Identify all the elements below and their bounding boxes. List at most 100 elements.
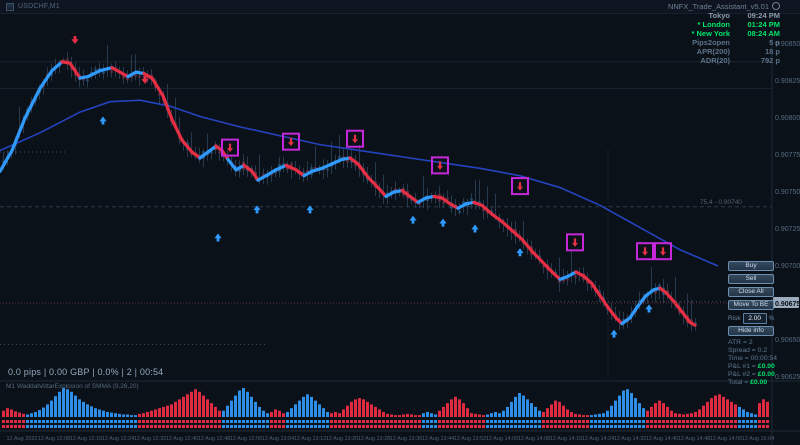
stat-row-apr: APR(200) 18 p	[696, 47, 780, 56]
svg-text:12 Aug 14:00: 12 Aug 14:00	[486, 436, 518, 442]
down-arrow-icon	[642, 247, 648, 256]
svg-text:0.90650: 0.90650	[775, 337, 800, 344]
up-arrow-icon	[306, 205, 314, 214]
current-price-badge	[773, 297, 799, 308]
sell-button[interactable]: Sell	[728, 274, 774, 284]
up-arrow-icon	[99, 116, 107, 125]
up-arrow-icon	[610, 329, 618, 338]
signal-box	[431, 156, 449, 175]
symbol-timeframe-label: USDCHF,M1	[18, 3, 60, 10]
svg-text:12 Aug 12:24: 12 Aug 12:24	[102, 436, 134, 442]
indicator-pane-label: M1 WaddahAttarExplosion of SMMA (9,26,20…	[6, 383, 139, 390]
signal-box	[511, 177, 529, 196]
session-row-london: * London 01:24 PM	[697, 20, 781, 29]
svg-text:12 Aug 14:32: 12 Aug 14:32	[614, 436, 646, 442]
svg-text:12 Aug 12:16: 12 Aug 12:16	[70, 436, 102, 442]
down-arrow-icon	[71, 36, 79, 44]
stat-row-pips2open: Pips2open 5 p	[692, 38, 780, 47]
sell-signal-boxes	[221, 129, 672, 261]
svg-text:12 Aug 12:56: 12 Aug 12:56	[230, 436, 262, 442]
svg-text:0.90700: 0.90700	[775, 263, 800, 270]
signal-box	[346, 129, 364, 148]
svg-text:0.90850: 0.90850	[775, 41, 800, 48]
risk-input[interactable]	[742, 312, 767, 324]
pnl-total-stat: Total = £0.00	[728, 379, 768, 386]
svg-text:12 Aug 14:24: 12 Aug 14:24	[582, 436, 614, 442]
svg-text:0.90800: 0.90800	[775, 115, 800, 122]
svg-text:12 Aug 13:44: 12 Aug 13:44	[422, 436, 454, 442]
svg-text:12 Aug 14:48: 12 Aug 14:48	[678, 436, 710, 442]
svg-text:12 Aug 15:04: 12 Aug 15:04	[742, 436, 774, 442]
risk-row: Risk %	[728, 312, 775, 324]
stat-row-adr: ADR(20) 792 p	[700, 56, 780, 65]
svg-text:12 Aug 13:28: 12 Aug 13:28	[358, 436, 390, 442]
move-to-be-button[interactable]: Move To BE	[728, 300, 774, 310]
down-arrow-icon	[437, 161, 443, 170]
session-row-tokyo: Tokyo 09:24 PM	[708, 11, 780, 20]
svg-text:12 Aug 14:40: 12 Aug 14:40	[646, 436, 678, 442]
level-label: 75.4 - 0.90740	[700, 199, 742, 206]
clock-icon	[772, 2, 780, 10]
svg-text:12 Aug 12:32: 12 Aug 12:32	[134, 436, 166, 442]
svg-text:12 Aug 12:08: 12 Aug 12:08	[38, 436, 70, 442]
risk-unit-label: %	[768, 314, 775, 322]
svg-text:12 Aug 13:12: 12 Aug 13:12	[294, 436, 326, 442]
svg-text:12 Aug 12:48: 12 Aug 12:48	[198, 436, 230, 442]
up-arrow-icon	[214, 233, 222, 242]
svg-text:0.90675: 0.90675	[775, 301, 800, 308]
down-arrow-icon	[288, 137, 294, 147]
svg-text:12 Aug 14:16: 12 Aug 14:16	[550, 436, 582, 442]
pnl-1-stat: P&L #1 = £0.00	[728, 363, 775, 370]
chart-icon	[6, 2, 14, 11]
position-status-line: 0.0 pips | 0.00 GBP | 0.0% | 2 | 00:54	[8, 367, 164, 377]
svg-text:0.90725: 0.90725	[775, 226, 800, 233]
signal-box	[654, 242, 672, 261]
session-row-newyork: * New York 08:24 AM	[691, 29, 781, 38]
svg-text:12 Aug 2022: 12 Aug 2022	[7, 436, 38, 442]
buy-button[interactable]: Buy	[728, 261, 774, 271]
slow-ma-line	[0, 99, 719, 267]
svg-text:12 Aug 12:40: 12 Aug 12:40	[166, 436, 198, 442]
waddah-attar-pane	[2, 388, 769, 428]
price-pane[interactable]: 75.4 - 0.90740	[0, 36, 772, 380]
down-arrow-icon	[517, 182, 523, 191]
spread-stat: Spread = 0.2	[728, 347, 768, 354]
up-arrow-icon	[439, 218, 447, 227]
svg-text:0.90625: 0.90625	[775, 374, 800, 381]
pnl-2-stat: P&L #2 = £0.00	[728, 371, 775, 378]
level-lines: 75.4 - 0.90740	[0, 61, 772, 345]
svg-text:0.90825: 0.90825	[775, 78, 800, 85]
risk-label: Risk	[728, 314, 741, 322]
buy-signal-arrows	[99, 116, 653, 338]
up-arrow-icon	[471, 224, 479, 233]
trade-assistant-info-panel: NNFX_Trade_Assistant_v5.01 Tokyo 09:24 P…	[668, 2, 780, 65]
down-arrow-icon	[572, 238, 578, 247]
signal-box	[282, 132, 300, 151]
sell-signal-arrows	[71, 36, 149, 84]
up-arrow-icon	[409, 215, 417, 224]
down-arrow-icon	[660, 247, 666, 256]
down-arrow-icon	[352, 134, 358, 144]
svg-text:12 Aug 13:04: 12 Aug 13:04	[262, 436, 294, 442]
signal-box	[221, 138, 239, 157]
time-axis[interactable]: 12 Aug 2022 12 Aug 12:08 12 Aug 12:16 12 Au…	[7, 436, 775, 442]
time-stat: Time = 00:00:54	[728, 355, 778, 362]
price-axis[interactable]: 0.90850 0.90825 0.90800 0.90775 0.90750 0.907…	[773, 41, 800, 381]
svg-text:12 Aug 13:36: 12 Aug 13:36	[390, 436, 422, 442]
svg-text:12 Aug 13:20: 12 Aug 13:20	[326, 436, 358, 442]
chart-title-strip: USDCHF,M1	[0, 0, 800, 14]
up-arrow-icon	[253, 205, 261, 214]
svg-text:0.90750: 0.90750	[775, 189, 800, 196]
hide-info-button[interactable]: Hide info	[728, 326, 774, 336]
svg-text:12 Aug 14:56: 12 Aug 14:56	[710, 436, 742, 442]
trade-panel: Buy Sell Close All Move To BE Risk % Hid…	[728, 261, 778, 387]
close-all-button[interactable]: Close All	[728, 287, 774, 297]
down-arrow-icon	[141, 75, 149, 84]
svg-text:0.90775: 0.90775	[775, 152, 800, 159]
signal-box	[636, 242, 654, 261]
down-arrow-icon	[227, 143, 233, 153]
fast-ma-ribbon	[0, 60, 697, 327]
up-arrow-icon	[645, 304, 653, 313]
